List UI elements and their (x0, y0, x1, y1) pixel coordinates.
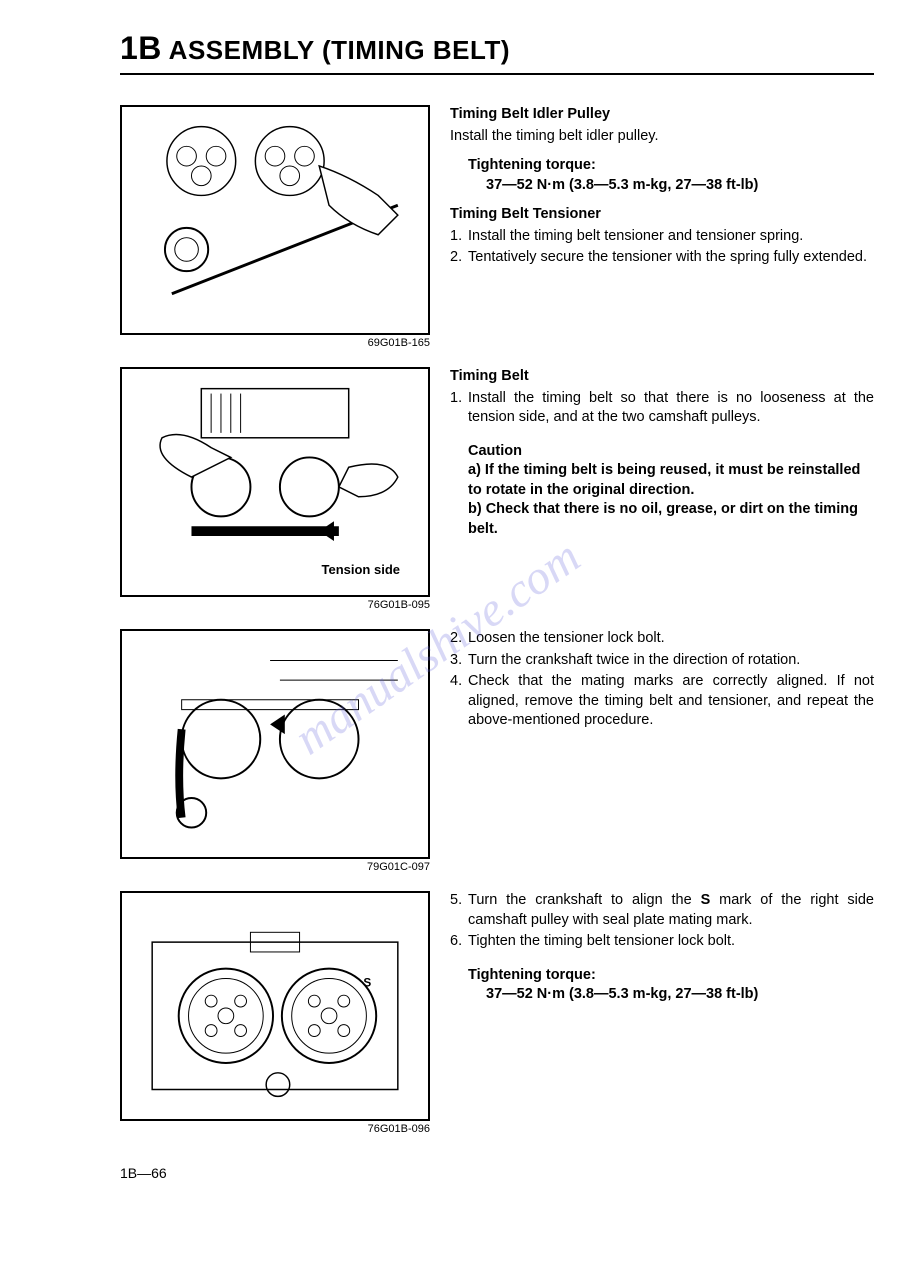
figure-1 (120, 105, 430, 335)
figure-4: S (120, 891, 430, 1121)
step-2: 2. Loosen the tensioner lock bolt. (450, 629, 874, 649)
caution-b: b) Check that there is no oil, grease, o… (468, 500, 874, 539)
figure-4-caption: 76G01B-096 (120, 1123, 430, 1135)
figure-1-caption: 69G01B-165 (120, 337, 430, 349)
page-number: 1B—66 (120, 1165, 874, 1181)
camshaft-pulley-diagram: S (122, 893, 428, 1119)
step-3: 3. Turn the crankshaft twice in the dire… (450, 651, 874, 671)
text-block-4: 5. Turn the crankshaft to align the S ma… (450, 891, 874, 1015)
content-row-1: 69G01B-165 Timing Belt Idler Pulley Inst… (120, 105, 874, 359)
tensioner-step-2: 2. Tentatively secure the tensioner with… (450, 248, 874, 268)
torque-label-1: Tightening torque: (468, 156, 874, 176)
torque-value-1: 37—52 N·m (3.8—5.3 m-kg, 27—38 ft-lb) (468, 176, 874, 196)
page-header: 1B ASSEMBLY (TIMING BELT) (120, 30, 874, 75)
svg-text:S: S (363, 976, 371, 989)
figure-3 (120, 629, 430, 859)
figure-2-label: Tension side (322, 562, 401, 577)
figure-col-1: 69G01B-165 (120, 105, 430, 359)
header-text: ASSEMBLY (TIMING BELT) (169, 35, 510, 65)
step-6: 6. Tighten the timing belt tensioner loc… (450, 932, 874, 952)
text-block-2: Timing Belt 1. Install the timing belt s… (450, 367, 874, 550)
figure-3-caption: 79G01C-097 (120, 861, 430, 873)
step-5-text: Turn the crankshaft to align the S mark … (468, 891, 874, 930)
crankshaft-rotation-diagram (122, 631, 428, 857)
torque-label-2: Tightening torque: (468, 966, 874, 986)
manual-page: 1B ASSEMBLY (TIMING BELT) (0, 0, 904, 1211)
caution-a: a) If the timing belt is being reused, i… (468, 461, 874, 500)
tensioner-heading: Timing Belt Tensioner (450, 205, 874, 225)
timing-belt-step-1: 1. Install the timing belt so that there… (450, 389, 874, 428)
caution-block: Caution a) If the timing belt is being r… (450, 442, 874, 540)
torque-block-1: Tightening torque: 37—52 N·m (3.8—5.3 m-… (450, 156, 874, 195)
content-row-3: 79G01C-097 2. Loosen the tensioner lock … (120, 629, 874, 883)
figure-col-2: Tension side 76G01B-095 (120, 367, 430, 621)
text-block-1: Timing Belt Idler Pulley Install the tim… (450, 105, 874, 270)
text-block-3: 2. Loosen the tensioner lock bolt. 3. Tu… (450, 629, 874, 733)
figure-2-caption: 76G01B-095 (120, 599, 430, 611)
section-number: 1B (120, 30, 162, 66)
step-4: 4. Check that the mating marks are corre… (450, 672, 874, 731)
content-row-4: S 76G01B-096 5. Turn the crankshaft to a… (120, 891, 874, 1145)
figure-2: Tension side (120, 367, 430, 597)
content-row-2: Tension side 76G01B-095 Timing Belt 1. I… (120, 367, 874, 621)
idler-pulley-diagram (122, 107, 428, 333)
torque-value-2: 37—52 N·m (3.8—5.3 m-kg, 27—38 ft-lb) (468, 985, 874, 1005)
step-5: 5. Turn the crankshaft to align the S ma… (450, 891, 874, 930)
figure-col-3: 79G01C-097 (120, 629, 430, 883)
header-title: 1B ASSEMBLY (TIMING BELT) (120, 35, 510, 65)
idler-pulley-heading: Timing Belt Idler Pulley (450, 105, 874, 125)
timing-belt-heading: Timing Belt (450, 367, 874, 387)
idler-pulley-intro: Install the timing belt idler pulley. (450, 127, 874, 147)
tensioner-step-1: 1. Install the timing belt tensioner and… (450, 227, 874, 247)
torque-block-2: Tightening torque: 37—52 N·m (3.8—5.3 m-… (450, 966, 874, 1005)
figure-col-4: S 76G01B-096 (120, 891, 430, 1145)
caution-label: Caution (468, 442, 874, 462)
